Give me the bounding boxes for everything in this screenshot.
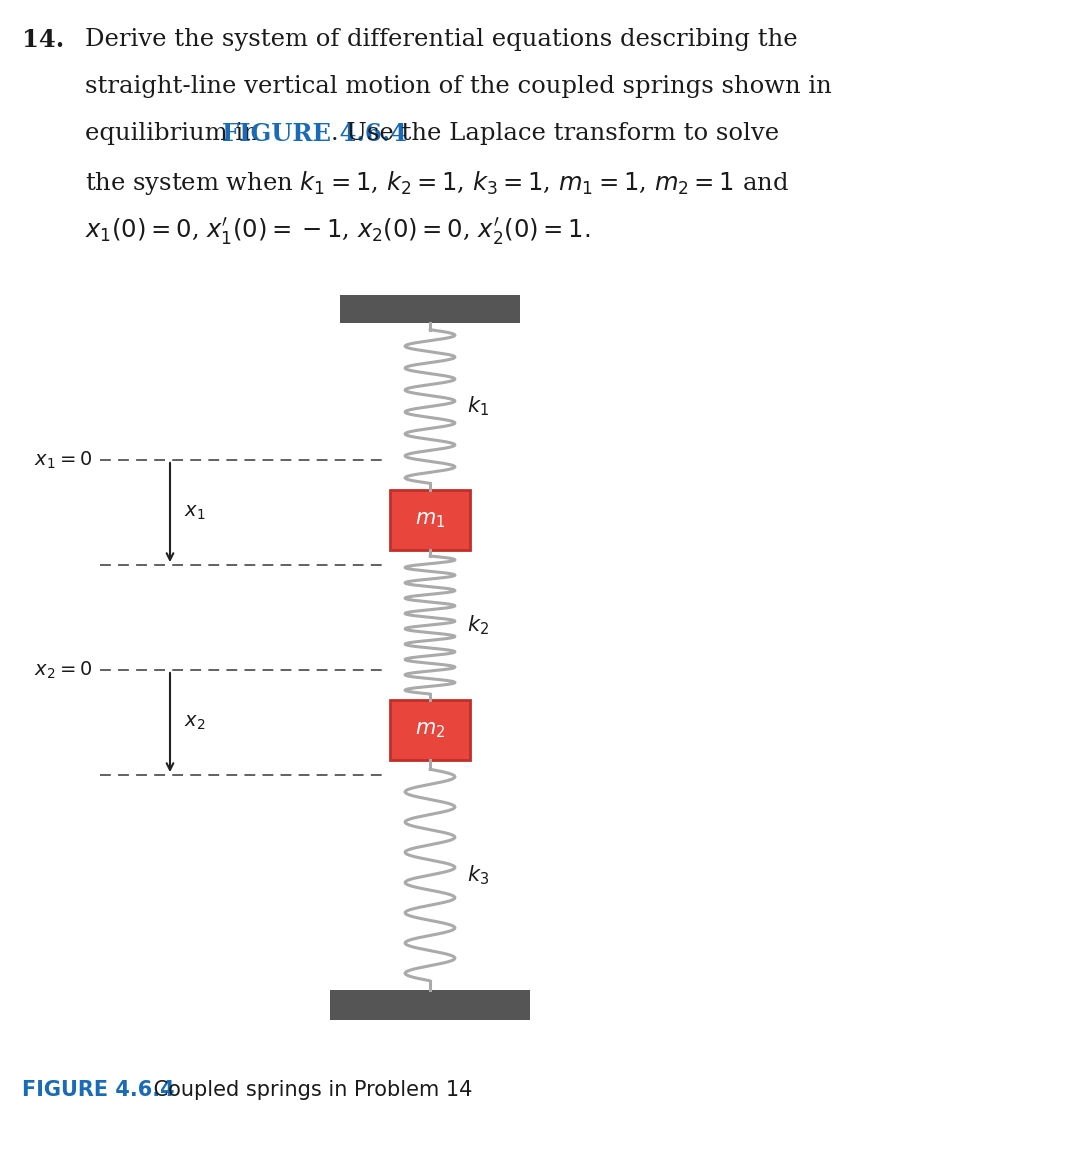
Text: $x_2$: $x_2$	[184, 713, 205, 732]
Text: $x_1$: $x_1$	[184, 503, 205, 522]
Text: equilibrium in: equilibrium in	[85, 122, 267, 145]
Text: straight-line vertical motion of the coupled springs shown in: straight-line vertical motion of the cou…	[85, 75, 832, 98]
Text: $k_2$: $k_2$	[467, 613, 489, 637]
Bar	[390, 490, 470, 550]
Text: FIGURE 4.6.4: FIGURE 4.6.4	[22, 1081, 175, 1100]
Text: FIGURE 4.6.4: FIGURE 4.6.4	[221, 122, 407, 146]
Text: $m_2$: $m_2$	[415, 720, 445, 740]
Text: $k_3$: $k_3$	[467, 863, 489, 887]
Bar	[330, 990, 530, 1020]
Bar	[340, 295, 519, 323]
Text: $x_1(0) = 0$, $x_1'(0) = -1$, $x_2(0) = 0$, $x_2'(0) = 1.$: $x_1(0) = 0$, $x_1'(0) = -1$, $x_2(0) = …	[85, 217, 591, 247]
Text: . Use the Laplace transform to solve: . Use the Laplace transform to solve	[330, 122, 779, 145]
Text: $m_1$: $m_1$	[415, 510, 445, 530]
Text: $x_1 = 0$: $x_1 = 0$	[33, 449, 92, 471]
Text: Derive the system of differential equations describing the: Derive the system of differential equati…	[85, 28, 798, 51]
Text: the system when $k_1 = 1$, $k_2 = 1$, $k_3 = 1$, $m_1 = 1$, $m_2 = 1$ and: the system when $k_1 = 1$, $k_2 = 1$, $k…	[85, 169, 789, 197]
Bar	[390, 700, 470, 760]
Text: 14.: 14.	[22, 28, 64, 52]
Text: $x_2 = 0$: $x_2 = 0$	[33, 659, 92, 681]
Text: $k_1$: $k_1$	[467, 395, 489, 418]
Text: Coupled springs in Problem 14: Coupled springs in Problem 14	[147, 1081, 472, 1100]
